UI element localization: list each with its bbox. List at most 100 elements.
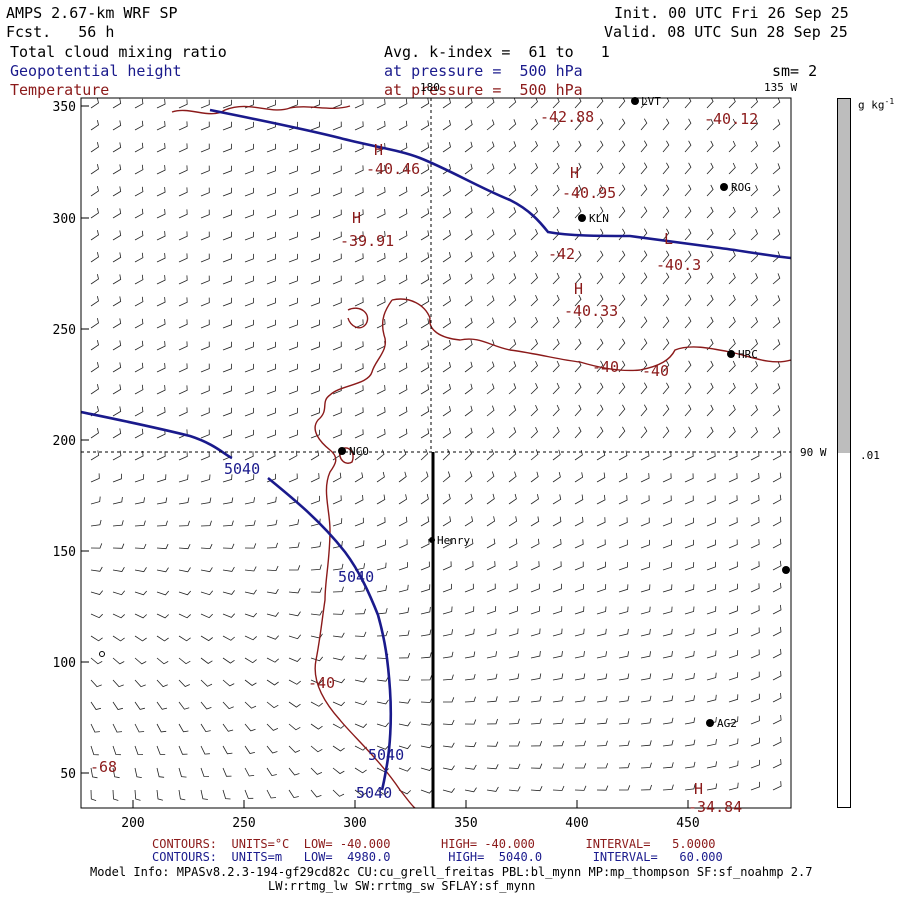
wind-barb	[354, 385, 364, 395]
wind-barb	[222, 789, 231, 800]
wind-barb	[156, 635, 169, 642]
wind-barb	[112, 362, 122, 373]
wind-barb	[508, 763, 521, 769]
wind-barb	[134, 590, 148, 596]
wind-barb	[640, 338, 648, 351]
wind-barb	[266, 209, 276, 219]
wind-barb	[244, 723, 256, 732]
wind-barb	[618, 740, 630, 747]
wind-barb	[420, 789, 434, 794]
wind-barb	[112, 543, 125, 549]
wind-barb	[464, 673, 476, 681]
wind-barb	[618, 162, 626, 175]
wind-barb	[266, 657, 279, 663]
wind-barb	[354, 341, 364, 351]
wind-barb	[134, 450, 144, 461]
wind-barb	[90, 543, 103, 549]
wind-barb	[618, 539, 628, 549]
wind-barb	[244, 566, 257, 572]
wind-barb	[442, 186, 451, 197]
wind-barb	[464, 449, 472, 461]
wind-barb	[266, 319, 276, 329]
wind-barb	[552, 472, 561, 483]
wind-barb	[508, 163, 517, 175]
temperature-label: -40.95	[562, 184, 616, 202]
wind-barb	[486, 786, 499, 792]
wind-barb	[442, 493, 451, 505]
wind-barb	[486, 339, 495, 351]
wind-barb	[530, 162, 538, 175]
wind-barb	[442, 274, 451, 285]
wind-barb	[596, 695, 608, 703]
wind-barb	[222, 566, 235, 572]
wind-barb	[288, 450, 298, 461]
wind-barb	[640, 784, 652, 791]
wind-barb	[266, 407, 276, 417]
wind-barb	[772, 714, 782, 725]
wind-barb	[200, 407, 210, 417]
wind-barb	[134, 474, 145, 483]
wind-barb	[420, 120, 430, 131]
wind-barb	[728, 561, 738, 571]
wind-barb	[134, 362, 144, 373]
wind-barb	[178, 253, 188, 263]
wind-barb	[772, 339, 781, 351]
wind-barb	[244, 297, 254, 307]
wind-barb	[530, 538, 540, 549]
wind-barb	[706, 628, 717, 637]
temperature-label: -39.91	[340, 232, 394, 250]
wind-barb	[684, 606, 695, 615]
wind-barb	[310, 187, 320, 197]
wind-barb	[222, 297, 232, 307]
wind-barb	[530, 583, 540, 593]
wind-barb	[398, 274, 408, 285]
wind-barb	[266, 496, 277, 505]
wind-barb	[310, 541, 322, 549]
temperature-contour	[347, 307, 369, 329]
wind-barb	[530, 382, 538, 395]
wind-barb	[486, 538, 496, 549]
wind-barb	[398, 384, 408, 395]
wind-barb	[178, 209, 188, 219]
wind-barb	[706, 451, 716, 461]
wind-barb	[574, 561, 584, 571]
wind-barb	[596, 628, 607, 637]
wind-barb	[442, 516, 452, 527]
wind-barb	[178, 590, 192, 596]
wind-barb	[750, 649, 760, 659]
wind-barb	[266, 165, 276, 175]
wind-barb	[662, 762, 674, 769]
wind-barb	[552, 98, 560, 109]
wind-barb	[772, 516, 782, 527]
wind-barb	[464, 606, 475, 615]
wind-barb	[662, 162, 670, 175]
wind-barb	[222, 187, 232, 197]
wind-barb	[662, 294, 670, 307]
wind-barb	[112, 142, 122, 153]
wind-barb	[244, 143, 254, 153]
wind-barb	[574, 695, 586, 703]
wind-barb	[574, 539, 584, 549]
wind-barb	[750, 627, 760, 637]
wind-barb	[684, 206, 692, 219]
wind-barb	[200, 231, 210, 241]
wind-barb	[464, 273, 473, 285]
wind-barb	[684, 695, 695, 703]
wind-barb	[596, 316, 604, 329]
model-info-line2: LW:rrtmg_lw SW:rrtmg_sw SFLAY:sf_mynn	[268, 879, 536, 893]
wind-barb	[486, 427, 495, 439]
wind-barb	[728, 473, 738, 483]
wind-barb	[244, 701, 257, 709]
wind-barb	[156, 363, 166, 373]
wind-barb	[728, 694, 739, 703]
wind-barb	[728, 250, 736, 263]
wind-barb	[288, 679, 301, 685]
wind-barb	[552, 628, 563, 637]
wind-barb	[266, 745, 278, 754]
wind-barb	[156, 385, 166, 395]
temperature-contour	[338, 447, 354, 464]
wind-barb	[508, 317, 517, 329]
wind-barb	[464, 163, 473, 175]
wind-barb	[706, 140, 714, 153]
wind-barb	[112, 767, 120, 779]
